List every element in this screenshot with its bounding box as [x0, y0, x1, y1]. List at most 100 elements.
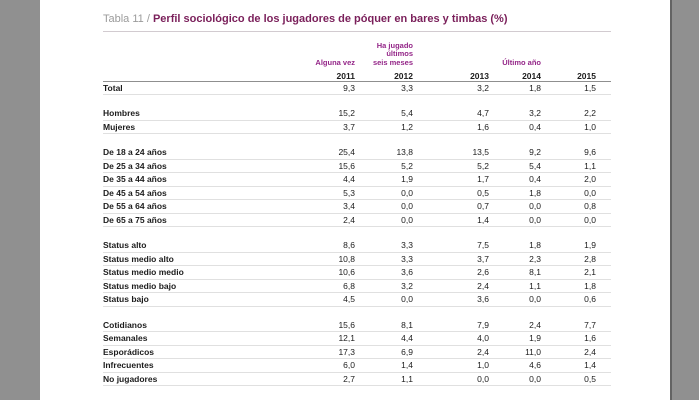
section-gap-cell [103, 95, 611, 107]
row-spacer-cell [596, 186, 611, 200]
table-title-prefix: Tabla 11 / [103, 13, 153, 25]
table-row: Mujeres 3,7 1,2 1,6 0,4 1,0 [103, 120, 611, 134]
cell-value: 1,8 [529, 82, 541, 93]
cell-value: 4,7 [477, 108, 489, 118]
row-label: Semanales [103, 333, 148, 344]
table-body: Total 9,3 3,3 3,2 1,8 1,5 Hombres 15,2 5,4 4,7 3,2… [103, 81, 611, 386]
table-row: Status medio alto 10,8 3,3 3,7 2,3 2,8 [103, 252, 611, 266]
section-gap-row [103, 227, 611, 239]
header-spacer-cell [103, 40, 213, 67]
document-page: Tabla 11 / Perfil sociológico de los jug… [40, 0, 672, 400]
col-year: 2011 [336, 70, 355, 81]
header-year-row: 2011 2012 2013 2014 2015 [103, 67, 611, 81]
row-label: De 65 a 75 años [103, 214, 167, 225]
cell-value: 10,8 [338, 253, 355, 264]
cell-value: 1,9 [401, 174, 413, 185]
cell-value: 0,0 [401, 214, 413, 225]
header-spacer-cell [103, 67, 213, 81]
cell-value: 1,8 [529, 187, 541, 198]
row-label: Cotidianos [103, 319, 147, 330]
header-group-row: Alguna vez Ha jugado últimos seis meses Úl… [103, 40, 611, 67]
cell-value: 0,0 [584, 214, 596, 225]
cell-value: 13,8 [396, 147, 413, 157]
cell-value: 2,4 [343, 214, 355, 225]
row-label: De 55 a 64 años [103, 201, 167, 212]
row-spacer-cell [596, 213, 611, 227]
section-gap-row [103, 134, 611, 146]
col-year: 2015 [577, 70, 596, 81]
cell-value: 5,4 [529, 160, 541, 171]
table-row: De 25 a 34 años 15,6 5,2 5,2 5,4 1,1 [103, 159, 611, 173]
table-row: Esporádicos 17,3 6,9 2,4 11,0 2,4 [103, 345, 611, 359]
cell-value: 1,0 [477, 360, 489, 371]
row-spacer-cell [596, 332, 611, 346]
cell-value: 1,2 [401, 121, 413, 132]
table-title: Tabla 11 / Perfil sociológico de los jug… [103, 13, 611, 32]
table-row: De 45 a 54 años 5,3 0,0 0,5 1,8 0,0 [103, 186, 611, 200]
page-content: Tabla 11 / Perfil sociológico de los jug… [40, 0, 670, 386]
cell-value: 1,4 [477, 214, 489, 225]
section-gap-row [103, 306, 611, 318]
cell-value: 7,9 [477, 319, 489, 330]
cell-value: 9,2 [529, 147, 541, 157]
cell-value: 0,5 [477, 187, 489, 198]
cell-value: 1,8 [529, 240, 541, 250]
row-label: Status medio medio [103, 267, 184, 278]
cell-value: 25,4 [338, 147, 355, 157]
cell-value: 15,2 [338, 108, 355, 118]
row-spacer-cell [596, 293, 611, 307]
cell-value: 3,2 [477, 82, 489, 93]
cell-value: 2,3 [529, 253, 541, 264]
cell-value: 7,5 [477, 240, 489, 250]
cell-value: 1,0 [584, 121, 596, 132]
cell-value: 5,3 [343, 187, 355, 198]
cell-value: 13,5 [472, 147, 489, 157]
cell-value: 8,1 [401, 319, 413, 330]
cell-value: 0,0 [401, 187, 413, 198]
cell-value: 0,6 [584, 294, 596, 305]
row-label: Infrecuentes [103, 360, 154, 371]
col-group-label: Alguna vez [315, 57, 355, 67]
table-row: De 18 a 24 años 25,4 13,8 13,5 9,2 9,6 [103, 146, 611, 159]
table-row: Status alto 8,6 3,3 7,5 1,8 1,9 [103, 239, 611, 252]
row-label: De 18 a 24 años [103, 147, 167, 157]
col-group-label: Último año [502, 57, 541, 67]
table-row: Infrecuentes 6,0 1,4 1,0 4,6 1,4 [103, 359, 611, 373]
row-spacer-cell [596, 107, 611, 121]
cell-value: 0,4 [529, 174, 541, 185]
cell-value: 6,9 [401, 346, 413, 357]
cell-value: 4,4 [343, 174, 355, 185]
row-spacer-cell [596, 159, 611, 173]
cell-value: 10,6 [338, 267, 355, 278]
table-row: De 55 a 64 años 3,4 0,0 0,7 0,0 0,8 [103, 200, 611, 213]
cell-value: 1,5 [584, 82, 596, 93]
cell-value: 1,7 [477, 174, 489, 185]
cell-value: 12,1 [338, 333, 355, 344]
cell-value: 2,4 [529, 319, 541, 330]
row-label: Status bajo [103, 294, 149, 305]
row-spacer-cell [596, 81, 611, 95]
sociological-profile-table: Alguna vez Ha jugado últimos seis meses Úl… [103, 40, 611, 386]
section-gap-cell [103, 306, 611, 318]
cell-value: 8,6 [343, 240, 355, 250]
table-row: Cotidianos 15,6 8,1 7,9 2,4 7,7 [103, 318, 611, 332]
header-spacer-cell [596, 40, 611, 67]
cell-value: 0,5 [584, 373, 596, 384]
cell-value: 5,4 [401, 108, 413, 118]
col-group-label: Ha jugado últimos seis meses [372, 40, 413, 67]
cell-value: 1,4 [584, 360, 596, 371]
table-header: Alguna vez Ha jugado últimos seis meses Úl… [103, 40, 611, 81]
cell-value: 7,7 [584, 319, 596, 330]
cell-value: 3,2 [529, 108, 541, 118]
cell-value: 9,6 [584, 147, 596, 157]
cell-value: 3,7 [477, 253, 489, 264]
row-label: Status medio bajo [103, 280, 177, 291]
cell-value: 0,0 [477, 373, 489, 384]
cell-value: 0,0 [529, 214, 541, 225]
row-spacer-cell [596, 359, 611, 373]
cell-value: 15,6 [338, 160, 355, 171]
row-spacer-cell [596, 266, 611, 280]
row-spacer-cell [596, 120, 611, 134]
cell-value: 1,6 [477, 121, 489, 132]
